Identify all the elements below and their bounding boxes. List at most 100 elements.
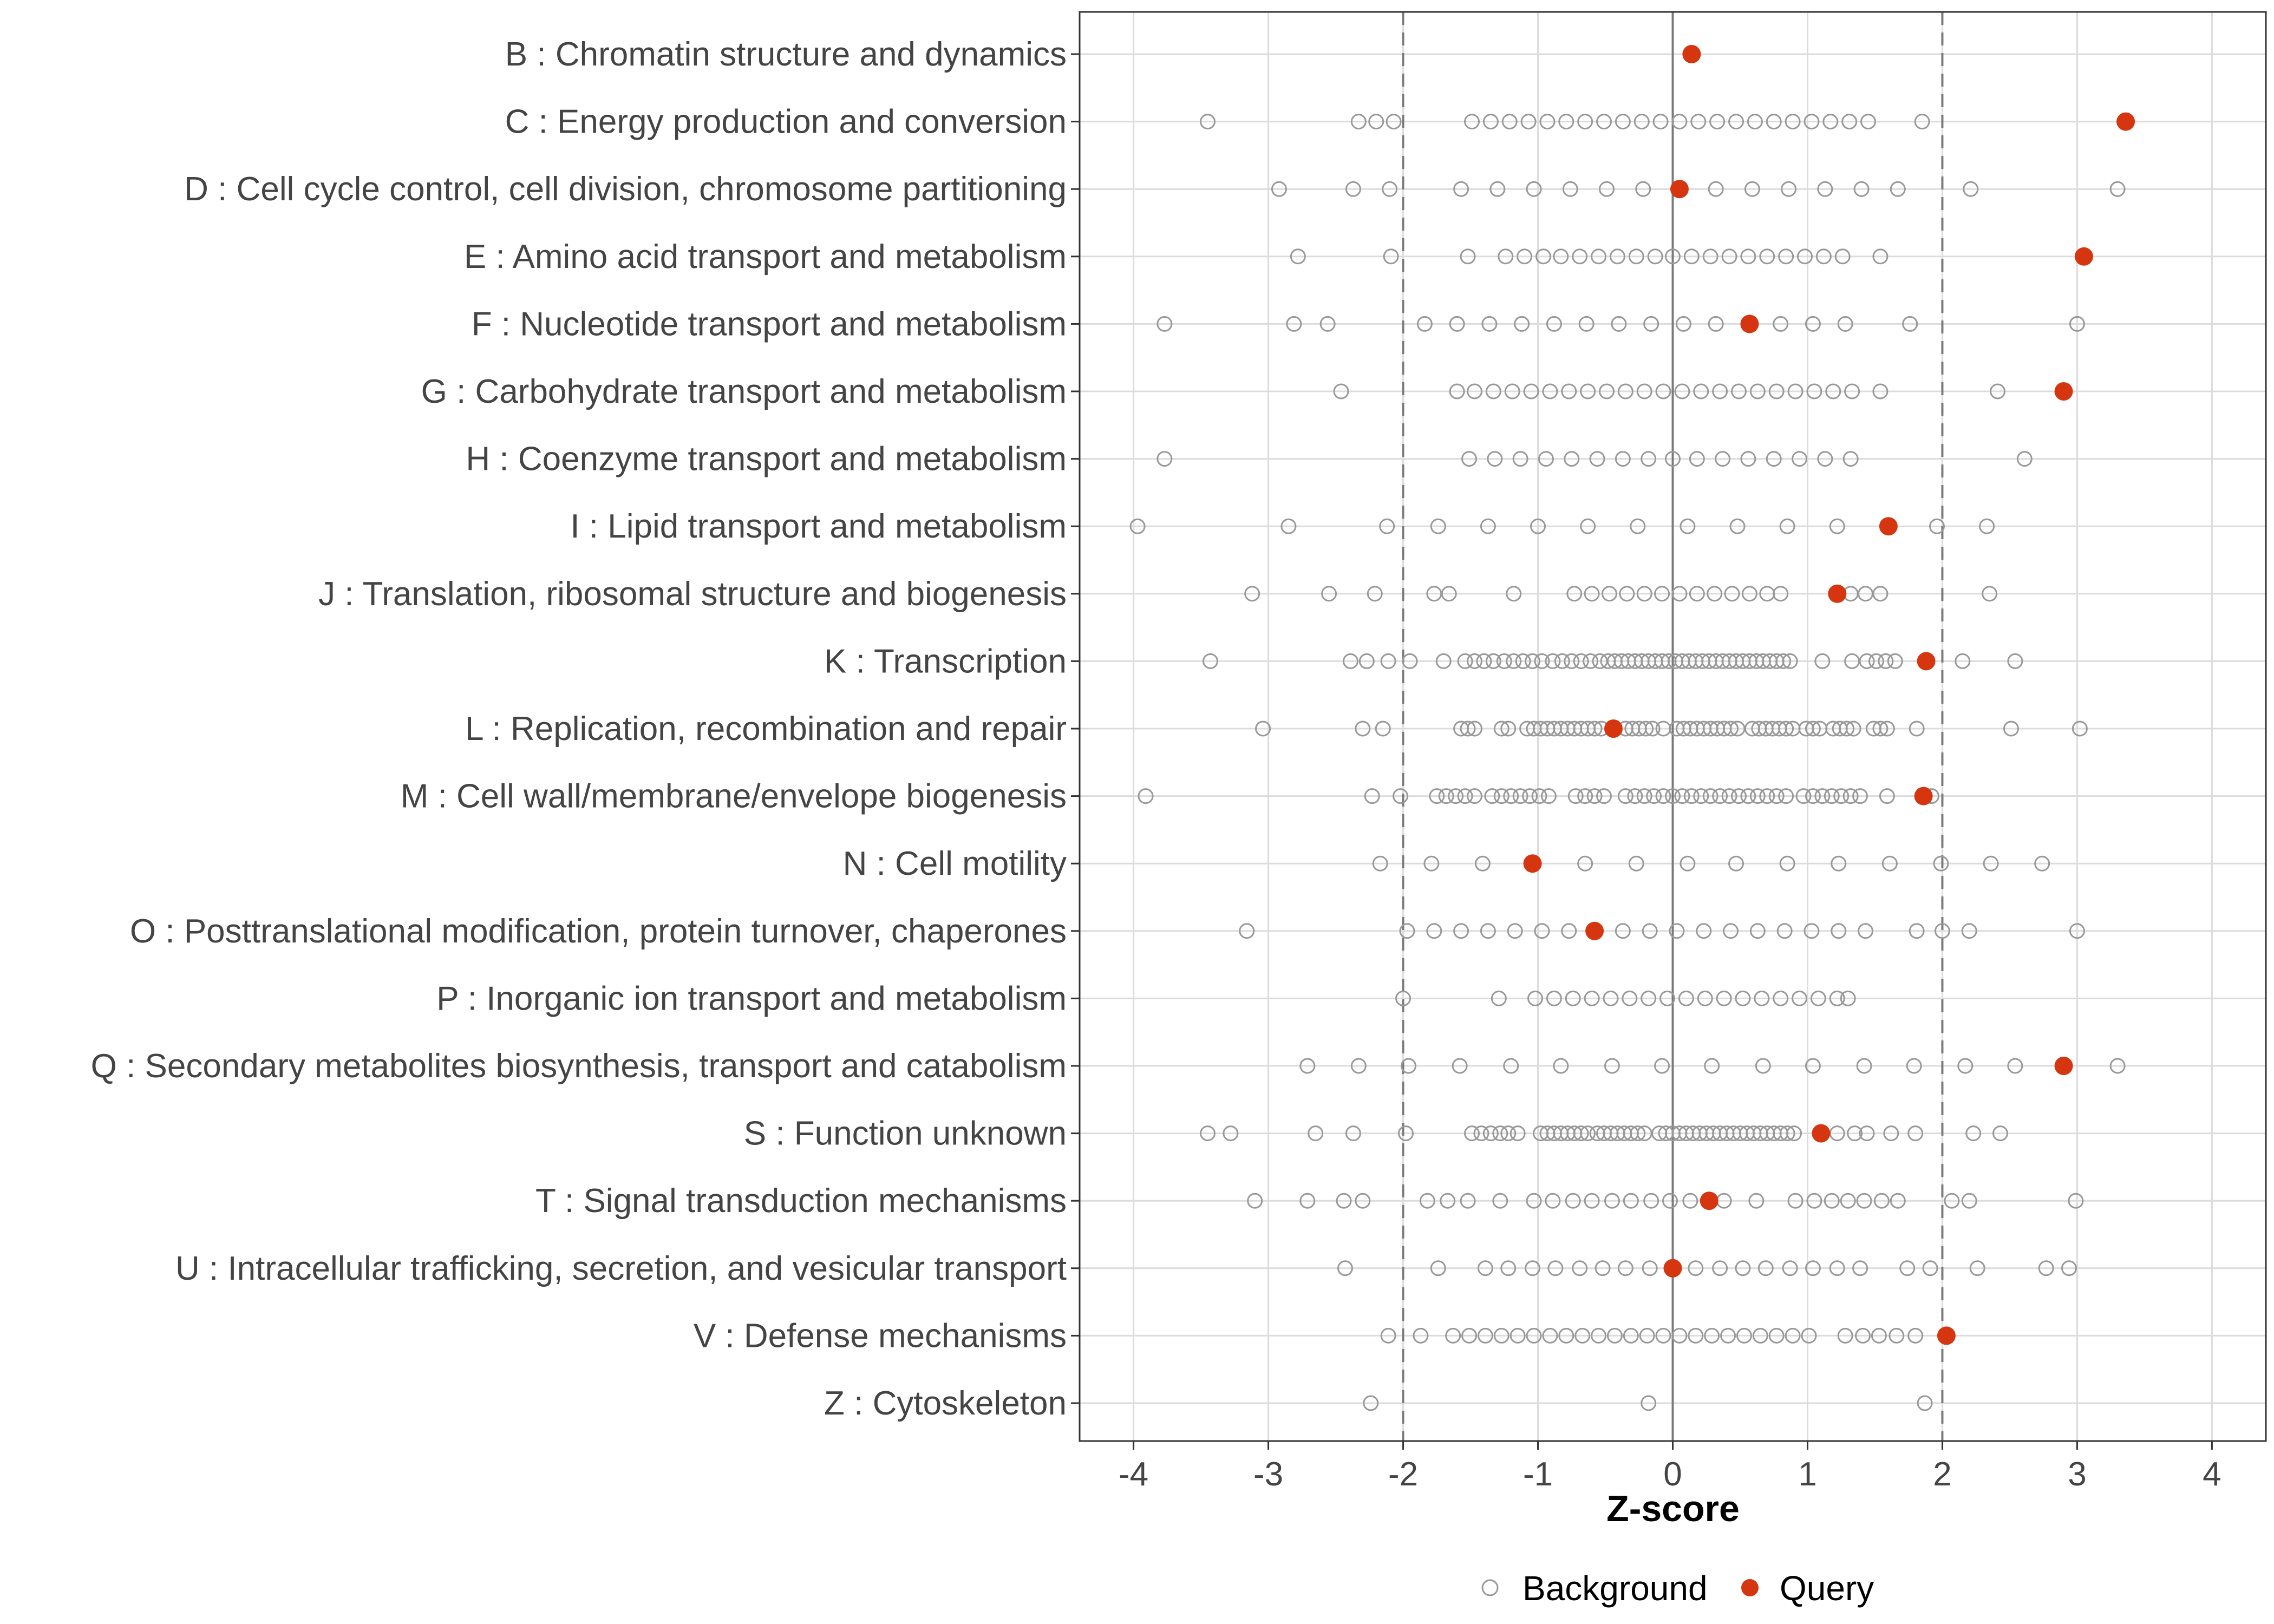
background-point xyxy=(1367,586,1383,602)
background-point xyxy=(1522,788,1538,804)
background-point xyxy=(1853,181,1870,197)
background-point xyxy=(1755,1058,1771,1074)
background-point xyxy=(1223,1125,1239,1142)
background-point xyxy=(1982,586,1998,602)
background-point xyxy=(1350,1058,1367,1074)
background-point xyxy=(1573,653,1589,669)
background-point xyxy=(1696,923,1712,939)
background-point xyxy=(1413,1327,1429,1344)
background-point xyxy=(1591,248,1607,265)
background-point xyxy=(1460,721,1476,737)
background-point xyxy=(1572,248,1588,265)
background-point xyxy=(1654,1058,1670,1074)
background-point xyxy=(1355,721,1371,737)
background-point xyxy=(1845,721,1861,737)
background-point xyxy=(1730,383,1747,400)
background-point xyxy=(1525,653,1541,669)
background-point xyxy=(1642,1260,1658,1276)
background-point xyxy=(1527,990,1544,1006)
background-point xyxy=(1829,1260,1845,1276)
background-point xyxy=(1655,788,1671,804)
background-point xyxy=(1824,788,1840,804)
background-point xyxy=(1628,855,1644,872)
background-point xyxy=(1580,383,1596,400)
background-point xyxy=(1364,788,1380,804)
background-point xyxy=(1489,181,1506,197)
background-point xyxy=(1336,1193,1352,1209)
background-point xyxy=(1757,1260,1774,1276)
background-point xyxy=(1586,788,1603,804)
background-point xyxy=(1534,653,1550,669)
background-point xyxy=(1644,721,1661,737)
background-point xyxy=(1460,1193,1476,1209)
background-point xyxy=(1643,1193,1659,1209)
background-point xyxy=(1766,451,1782,467)
category-label: T : Signal transduction mechanisms xyxy=(535,1182,1067,1220)
background-point xyxy=(1963,181,1979,197)
category-label: D : Cell cycle control, cell division, c… xyxy=(184,171,1067,208)
background-point xyxy=(1484,788,1500,804)
background-point xyxy=(1680,518,1696,534)
background-point xyxy=(1773,586,1789,602)
background-point xyxy=(1878,653,1894,669)
background-point xyxy=(1473,1125,1489,1142)
background-point xyxy=(1899,1260,1916,1276)
background-point xyxy=(1430,1260,1446,1276)
query-point xyxy=(1740,315,1759,333)
background-point xyxy=(1627,788,1643,804)
background-point xyxy=(1652,114,1669,130)
x-axis-title: Z-score xyxy=(1606,1488,1740,1529)
background-point xyxy=(1883,1125,1899,1142)
background-point xyxy=(1476,653,1492,669)
x-tick-label: 0 xyxy=(1663,1456,1682,1493)
background-point xyxy=(1856,1193,1872,1209)
background-point xyxy=(1530,518,1546,534)
background-point xyxy=(1643,316,1659,332)
background-point xyxy=(1491,990,1507,1006)
background-point xyxy=(1852,788,1868,804)
query-point xyxy=(1604,719,1623,738)
background-point xyxy=(1787,383,1803,400)
background-point xyxy=(1333,383,1349,400)
background-point xyxy=(1659,990,1676,1006)
background-point xyxy=(1654,586,1670,602)
background-point xyxy=(1740,248,1756,265)
background-point xyxy=(1822,114,1839,130)
background-point xyxy=(1852,1260,1868,1276)
background-point xyxy=(1501,114,1518,130)
background-point xyxy=(1782,1260,1798,1276)
background-point xyxy=(1584,1193,1600,1209)
background-point xyxy=(1795,788,1812,804)
background-point xyxy=(1712,1260,1728,1276)
background-point xyxy=(1781,181,1797,197)
background-point xyxy=(1503,1058,1519,1074)
background-point xyxy=(1321,586,1337,602)
background-point xyxy=(1580,518,1596,534)
background-point xyxy=(1768,1327,1785,1344)
query-point xyxy=(2054,382,2073,401)
background-point xyxy=(1675,316,1691,332)
background-point xyxy=(1787,1193,1803,1209)
background-point xyxy=(1615,114,1631,130)
background-point xyxy=(1498,248,1514,265)
x-axis-ticks: -4 -3 -2 -1 0 1 2 3 4 xyxy=(1119,1441,2221,1493)
background-point xyxy=(1531,788,1547,804)
query-point xyxy=(1585,921,1604,940)
background-point xyxy=(1156,451,1173,467)
category-label: M : Cell wall/membrane/envelope biogenes… xyxy=(401,778,1067,815)
background-point xyxy=(1814,653,1831,669)
background-point xyxy=(1474,855,1491,872)
background-point xyxy=(1955,653,1971,669)
background-point xyxy=(1792,990,1808,1006)
background-point xyxy=(1526,1327,1542,1344)
background-point xyxy=(1596,788,1612,804)
background-point xyxy=(1562,181,1578,197)
background-point xyxy=(1493,721,1510,737)
background-point xyxy=(1872,721,1889,737)
background-point xyxy=(1678,990,1694,1006)
x-tick-label: -2 xyxy=(1388,1456,1418,1493)
query-point xyxy=(1812,1124,1831,1143)
background-point xyxy=(1702,788,1718,804)
background-point xyxy=(1507,923,1523,939)
